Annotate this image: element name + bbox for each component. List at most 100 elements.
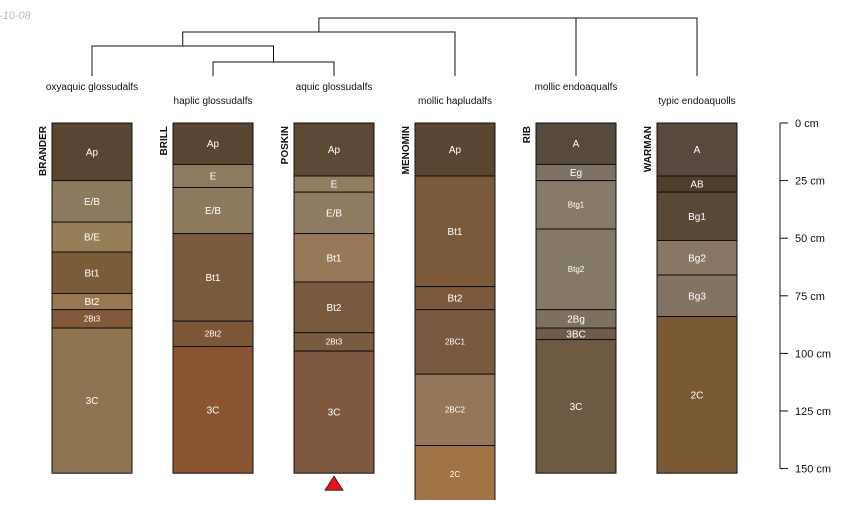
horizon-2c: 2C — [656, 316, 738, 474]
horizon-label: 2Bt3 — [84, 315, 101, 324]
horizon-rect — [172, 187, 254, 235]
horizon-label: B/E — [84, 233, 100, 244]
profile-brill: haplic glossudalfs Ap E E/B Bt1 2Bt2 3C BRILL — [159, 96, 254, 474]
horizon-bt1: Bt1 — [172, 233, 254, 322]
horizon-label: AB — [690, 180, 704, 191]
taxonomy-label: typic endoaquolls — [658, 96, 735, 107]
horizon-rect — [51, 122, 133, 182]
horizon-rect — [172, 122, 254, 165]
horizon-label: Ap — [86, 147, 99, 158]
horizon-rect — [51, 180, 133, 223]
horizon-e: E — [293, 175, 375, 193]
horizon-3c: 3C — [535, 339, 617, 474]
dendrogram-link — [318, 17, 577, 76]
horizon-label: 3C — [86, 396, 99, 407]
horizon-e-b: E/B — [293, 191, 375, 235]
horizon-label: Ap — [328, 145, 341, 156]
axis-tick-label: 100 cm — [795, 348, 831, 360]
horizon-label: Btg1 — [568, 201, 585, 210]
horizon-btg1: Btg1 — [535, 180, 617, 230]
horizon-rect — [172, 233, 254, 322]
taxonomy-label: mollic endoaqualfs — [535, 82, 618, 93]
horizon-rect — [656, 191, 738, 242]
profile-brander: oxyaquic glossudalfs Ap E/B B/E Bt1 Bt2 2Bt3 3C… — [38, 82, 138, 474]
horizon-label: 2C — [691, 390, 704, 401]
profile-warman: typic endoaquolls A AB Bg1 Bg2 Bg3 2C WARMAN — [643, 96, 738, 474]
horizon-btg2: Btg2 — [535, 228, 617, 311]
horizon-label: E/B — [205, 206, 221, 217]
horizon-3c: 3C — [51, 327, 133, 474]
horizon-ap: Ap — [293, 122, 375, 177]
horizon-rect — [535, 228, 617, 311]
horizon-2bt3: 2Bt3 — [293, 332, 375, 352]
dendrogram-link — [91, 45, 274, 76]
horizon-label: 2Bg — [567, 314, 585, 325]
horizon-rect — [656, 316, 738, 474]
horizon-bt1: Bt1 — [414, 175, 496, 288]
horizon-bg1: Bg1 — [656, 191, 738, 242]
horizon-label: Ap — [449, 145, 462, 156]
horizon-2bg: 2Bg — [535, 309, 617, 329]
horizon-e-b: E/B — [51, 180, 133, 223]
horizon-label: Bt1 — [447, 227, 462, 238]
axis-tick-label: 125 cm — [795, 406, 831, 418]
horizon-label: E — [210, 171, 217, 182]
horizon-rect — [51, 327, 133, 474]
horizon-label: 3C — [207, 405, 220, 416]
horizon-label: Bt2 — [326, 303, 341, 314]
truncation-marker — [324, 475, 344, 491]
horizon-label: 3C — [328, 408, 341, 419]
dendrogram — [91, 17, 698, 76]
profile-id-label: MENOMIN — [401, 126, 412, 174]
horizon-ap: Ap — [51, 122, 133, 182]
horizon-label: E/B — [84, 197, 100, 208]
horizon-2bc2: 2BC2 — [414, 373, 496, 447]
horizon-label: Bt1 — [326, 253, 341, 264]
horizon-label: 2Bt3 — [326, 338, 343, 347]
horizon-rect — [293, 350, 375, 474]
profile-rib: mollic endoaqualfs A Eg Btg1 Btg2 2Bg 3BC 3C RIB — [522, 82, 618, 474]
horizon-a: A — [656, 122, 738, 177]
horizon-label: 2Bt2 — [205, 330, 222, 339]
profile-id-label: WARMAN — [643, 126, 654, 172]
depth-axis: 0 cm 25 cm 50 cm 75 cm 100 cm 125 cm 150 cm — [779, 118, 831, 476]
horizon-rect — [293, 122, 375, 177]
horizon-label: 3BC — [566, 329, 585, 340]
horizon-label: 2BC1 — [445, 338, 466, 347]
taxonomy-label: oxyaquic glossudalfs — [46, 82, 138, 93]
horizon-label: 3C — [570, 402, 583, 413]
profile-columns: oxyaquic glossudalfs Ap E/B B/E Bt1 Bt2 2Bt3 3C… — [38, 82, 738, 504]
horizon-bt2: Bt2 — [51, 292, 133, 311]
horizon-rect — [535, 180, 617, 230]
taxonomy-label: mollic hapludalfs — [418, 96, 492, 107]
horizon-rect — [656, 274, 738, 318]
horizon-label: Eg — [570, 168, 582, 179]
horizon-label: 2BC2 — [445, 406, 466, 415]
horizon-rect — [51, 251, 133, 294]
axis-tick-label: 150 cm — [795, 464, 831, 476]
dendrogram-link — [182, 31, 456, 76]
horizon-rect — [172, 345, 254, 474]
taxonomy-label: aquic glossudalfs — [296, 82, 373, 93]
horizon-2c: 2C — [414, 445, 496, 504]
horizon-rect — [293, 191, 375, 235]
horizon-bg3: Bg3 — [656, 274, 738, 318]
horizon-2bc1: 2BC1 — [414, 309, 496, 375]
axis-tick-label: 75 cm — [795, 291, 825, 303]
taxonomy-label: haplic glossudalfs — [174, 96, 253, 107]
horizon-label: Bg1 — [688, 212, 706, 223]
corner-date-label: -10-08 — [0, 10, 32, 22]
profile-poskin: aquic glossudalfs Ap E E/B Bt1 Bt2 2Bt3 3C POSKI… — [280, 82, 375, 491]
horizon-e: E — [172, 163, 254, 189]
horizon-label: Bg3 — [688, 291, 706, 302]
horizon-ab: AB — [656, 175, 738, 193]
horizon-rect — [414, 309, 496, 375]
horizon-bg2: Bg2 — [656, 240, 738, 276]
axis-tick-label: 50 cm — [795, 233, 825, 245]
horizon-label: A — [694, 145, 701, 156]
horizon-3c: 3C — [172, 345, 254, 474]
profile-menomin: mollic hapludalfs Ap Bt1 Bt2 2BC1 2BC2 2C MENOM… — [401, 96, 496, 504]
dendrogram-link — [447, 17, 698, 76]
horizon-label: Bt1 — [84, 268, 99, 279]
